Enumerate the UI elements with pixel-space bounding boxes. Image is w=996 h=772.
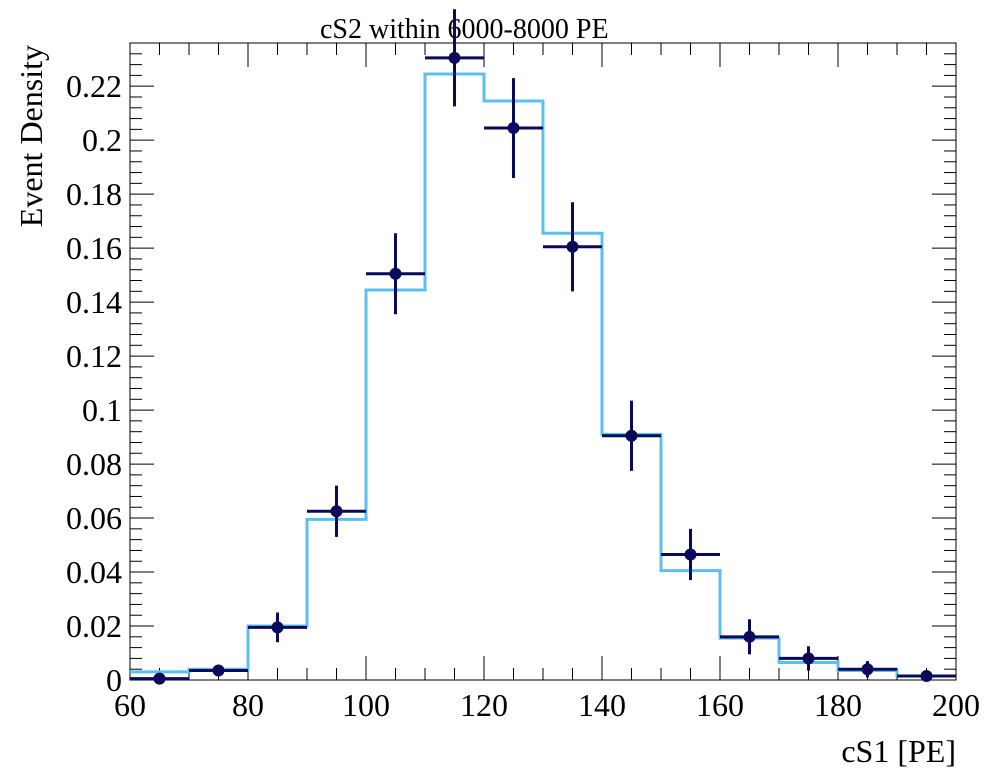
y-tick-label: 0.1 xyxy=(82,392,122,428)
point-marker xyxy=(566,240,579,253)
data-point xyxy=(602,400,661,471)
point-marker xyxy=(861,663,874,676)
chart-title: cS2 within 6000-8000 PE xyxy=(320,14,609,45)
data-point xyxy=(425,9,484,107)
point-marker xyxy=(743,630,756,643)
histogram-line xyxy=(130,72,956,678)
axis-ticks xyxy=(129,42,957,681)
data-point xyxy=(307,485,366,537)
y-tick-label: 0 xyxy=(106,662,122,698)
histogram-series xyxy=(130,72,956,678)
data-point xyxy=(543,202,602,292)
point-marker xyxy=(212,664,225,677)
point-marker xyxy=(920,669,933,682)
x-tick-label: 200 xyxy=(932,687,980,723)
x-tick-label: 160 xyxy=(696,687,744,723)
data-point xyxy=(366,233,425,315)
y-tick-label: 0.06 xyxy=(66,500,122,536)
x-tick-label: 120 xyxy=(460,687,508,723)
point-marker xyxy=(448,51,461,64)
x-tick-label: 80 xyxy=(232,687,264,723)
data-point xyxy=(838,661,897,678)
y-tick-label: 0.08 xyxy=(66,446,122,482)
y-axis-label: Event Density xyxy=(13,45,49,227)
y-tick-label: 0.04 xyxy=(66,554,122,590)
y-tick-label: 0.18 xyxy=(66,176,122,212)
y-tick-label: 0.14 xyxy=(66,284,122,320)
point-marker xyxy=(507,122,520,135)
x-tick-label: 140 xyxy=(578,687,626,723)
x-tick-label: 100 xyxy=(342,687,390,723)
point-marker xyxy=(802,652,815,665)
data-point xyxy=(484,78,543,178)
point-marker xyxy=(153,672,166,685)
point-marker xyxy=(271,621,284,634)
point-marker xyxy=(625,429,638,442)
data-point xyxy=(720,619,779,655)
data-point xyxy=(897,669,956,682)
x-tick-label: 60 xyxy=(114,687,146,723)
point-marker xyxy=(330,505,343,518)
data-point xyxy=(130,672,189,685)
y-tick-label: 0.2 xyxy=(82,122,122,158)
y-tick-label: 0.12 xyxy=(66,338,122,374)
y-tick-labels: 0 0.02 0.04 0.06 0.08 0.1 0.12 0.14 0.16 0.18 0.2 0… xyxy=(66,68,122,698)
y-tick-label: 0.16 xyxy=(66,230,122,266)
point-marker xyxy=(684,548,697,561)
data-point xyxy=(189,664,248,677)
point-marker xyxy=(389,267,402,280)
data-point xyxy=(248,612,307,643)
x-tick-labels: 60 80 100 120 140 160 180 200 xyxy=(114,687,980,723)
data-point xyxy=(779,646,838,671)
data-points-series xyxy=(130,9,956,685)
x-tick-label: 180 xyxy=(814,687,862,723)
data-point xyxy=(661,528,720,581)
x-axis-label: cS1 [PE] xyxy=(841,733,956,769)
y-tick-label: 0.22 xyxy=(66,68,122,104)
y-tick-label: 0.02 xyxy=(66,608,122,644)
